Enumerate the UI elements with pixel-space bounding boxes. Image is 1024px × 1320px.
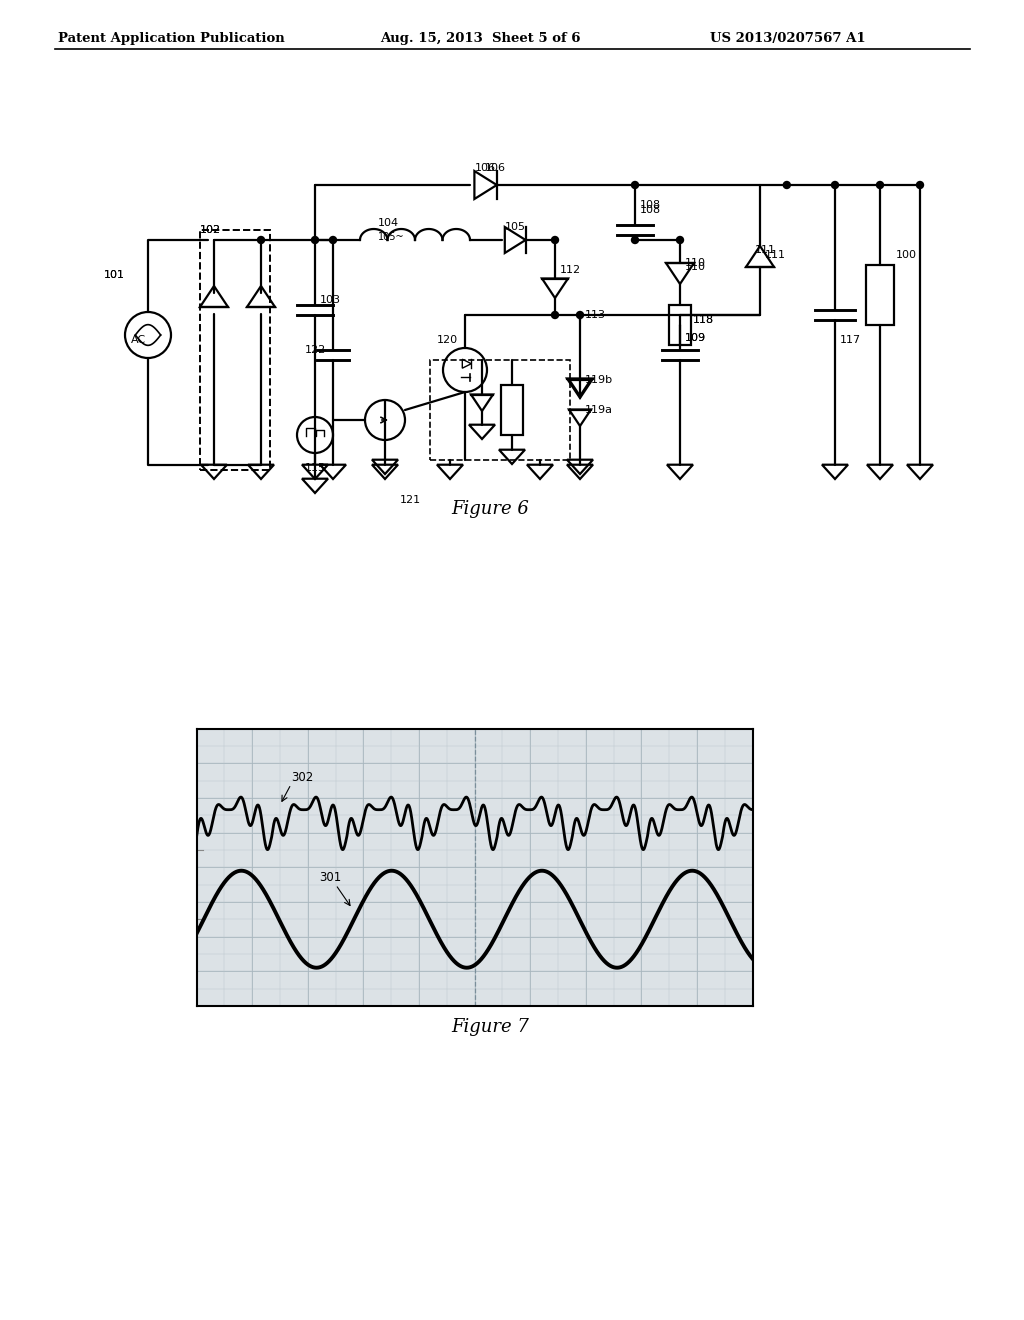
Text: 302: 302	[291, 771, 313, 784]
Text: 112: 112	[560, 265, 582, 275]
Text: 117: 117	[840, 335, 861, 345]
Circle shape	[831, 181, 839, 189]
Text: 100: 100	[896, 249, 918, 260]
Text: Aug. 15, 2013  Sheet 5 of 6: Aug. 15, 2013 Sheet 5 of 6	[380, 32, 581, 45]
Text: Figure 6: Figure 6	[451, 500, 529, 517]
Circle shape	[330, 236, 337, 243]
Circle shape	[677, 236, 683, 243]
Text: 104: 104	[378, 218, 399, 228]
Circle shape	[916, 181, 924, 189]
Circle shape	[257, 236, 264, 243]
Text: US 2013/0207567 A1: US 2013/0207567 A1	[710, 32, 865, 45]
Text: 108: 108	[640, 201, 662, 210]
Text: Patent Application Publication: Patent Application Publication	[58, 32, 285, 45]
Bar	[430, 360, 570, 459]
Circle shape	[577, 312, 584, 318]
Text: 108: 108	[640, 205, 662, 215]
Text: 103: 103	[319, 294, 341, 305]
Circle shape	[877, 181, 884, 189]
Circle shape	[632, 236, 639, 243]
Text: 105~: 105~	[378, 232, 404, 242]
Text: 110: 110	[685, 257, 706, 268]
Text: 122: 122	[305, 345, 327, 355]
Bar	[669, 305, 691, 345]
Text: 118: 118	[693, 315, 714, 325]
Text: 106: 106	[485, 162, 506, 173]
Bar	[501, 385, 523, 436]
Text: 109: 109	[685, 333, 707, 343]
Circle shape	[311, 236, 318, 243]
Text: 113: 113	[585, 310, 606, 319]
Text: 101: 101	[104, 271, 125, 280]
Text: 102: 102	[200, 224, 221, 235]
Text: 109: 109	[685, 333, 707, 343]
Text: 102: 102	[200, 224, 221, 235]
Bar	[200, 230, 270, 470]
Circle shape	[552, 312, 558, 318]
Bar	[866, 265, 894, 325]
Text: 106: 106	[475, 162, 496, 173]
Text: 119b: 119b	[585, 375, 613, 385]
Text: AC: AC	[130, 335, 145, 345]
Text: 111: 111	[765, 249, 786, 260]
Circle shape	[632, 181, 639, 189]
Text: 105: 105	[505, 222, 526, 232]
Circle shape	[783, 181, 791, 189]
Text: 121: 121	[399, 495, 421, 506]
Text: Figure 7: Figure 7	[451, 1018, 529, 1036]
Text: 118: 118	[693, 315, 714, 325]
Text: 111: 111	[755, 246, 776, 255]
Text: 301: 301	[318, 871, 341, 884]
Text: 110: 110	[685, 261, 706, 272]
Text: 120: 120	[437, 335, 458, 345]
Text: 101: 101	[104, 271, 125, 280]
Circle shape	[552, 236, 558, 243]
Text: 115: 115	[305, 463, 326, 473]
Text: 119a: 119a	[585, 405, 613, 414]
